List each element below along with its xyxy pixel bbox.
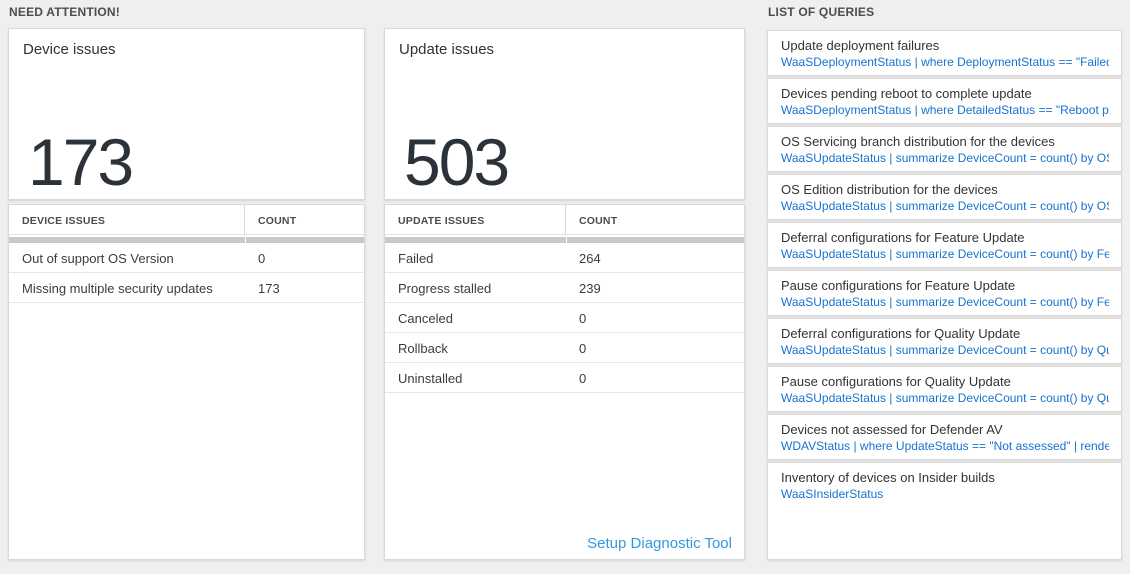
table-row[interactable]: Progress stalled 239	[385, 273, 744, 303]
device-issues-table-body: Out of support OS Version 0 Missing mult…	[9, 243, 364, 303]
table-row[interactable]: Rollback 0	[385, 333, 744, 363]
query-text: WaaSUpdateStatus | summarize DeviceCount…	[781, 151, 1109, 165]
query-item[interactable]: OS Edition distribution for the devices …	[767, 174, 1122, 220]
query-title: OS Edition distribution for the devices	[781, 182, 998, 197]
row-count: 0	[258, 251, 266, 266]
column-divider-notch	[566, 237, 567, 243]
section-title-need-attention: NEED ATTENTION!	[9, 5, 120, 19]
query-text: WaaSUpdateStatus | summarize DeviceCount…	[781, 391, 1109, 405]
table-row[interactable]: Uninstalled 0	[385, 363, 744, 393]
row-count: 239	[579, 281, 601, 296]
query-item[interactable]: Update deployment failures WaaSDeploymen…	[767, 30, 1122, 76]
query-item[interactable]: Devices not assessed for Defender AV WDA…	[767, 414, 1122, 460]
query-title: Devices not assessed for Defender AV	[781, 422, 1003, 437]
device-issues-table: DEVICE ISSUES COUNT Out of support OS Ve…	[8, 204, 365, 560]
query-item[interactable]: Inventory of devices on Insider builds W…	[767, 462, 1122, 560]
column-header-device-issues: DEVICE ISSUES	[9, 205, 245, 234]
query-title: Inventory of devices on Insider builds	[781, 470, 995, 485]
row-count: 264	[579, 251, 601, 266]
table-divider-bar	[9, 237, 364, 243]
query-title: Pause configurations for Quality Update	[781, 374, 1011, 389]
query-text: WaaSDeploymentStatus | where DetailedSta…	[781, 103, 1109, 117]
row-label: Failed	[398, 251, 434, 266]
query-title: Pause configurations for Feature Update	[781, 278, 1016, 293]
device-issues-tile[interactable]: Device issues 173	[8, 28, 365, 200]
query-title: Devices pending reboot to complete updat…	[781, 86, 1032, 101]
query-item[interactable]: OS Servicing branch distribution for the…	[767, 126, 1122, 172]
column-header-update-issues: UPDATE ISSUES	[385, 205, 566, 234]
update-issues-tile[interactable]: Update issues 503	[384, 28, 745, 200]
query-title: Deferral configurations for Feature Upda…	[781, 230, 1025, 245]
list-of-queries-column: LIST OF QUERIES Update deployment failur…	[767, 0, 1122, 574]
query-text: WaaSUpdateStatus | summarize DeviceCount…	[781, 295, 1109, 309]
row-label: Rollback	[398, 341, 448, 356]
update-issues-tile-title: Update issues	[399, 41, 495, 58]
row-count: 173	[258, 281, 280, 296]
query-item[interactable]: Pause configurations for Quality Update …	[767, 366, 1122, 412]
table-row[interactable]: Failed 264	[385, 243, 744, 273]
column-divider-notch	[245, 237, 246, 243]
query-item[interactable]: Deferral configurations for Quality Upda…	[767, 318, 1122, 364]
table-divider-bar	[385, 237, 744, 243]
query-item[interactable]: Devices pending reboot to complete updat…	[767, 78, 1122, 124]
row-label: Canceled	[398, 311, 453, 326]
query-item[interactable]: Pause configurations for Feature Update …	[767, 270, 1122, 316]
query-list: Update deployment failures WaaSDeploymen…	[767, 30, 1122, 560]
table-row[interactable]: Canceled 0	[385, 303, 744, 333]
update-issues-table-header: UPDATE ISSUES COUNT	[385, 205, 744, 235]
update-issues-column: Update issues 503 UPDATE ISSUES COUNT Fa…	[384, 0, 745, 574]
row-count: 0	[579, 311, 587, 326]
query-text: WaaSInsiderStatus	[781, 487, 884, 501]
update-issues-total: 503	[404, 125, 510, 199]
device-issues-table-header: DEVICE ISSUES COUNT	[9, 205, 364, 235]
device-issues-total: 173	[28, 125, 134, 199]
update-issues-table: UPDATE ISSUES COUNT Failed 264 Progress …	[384, 204, 745, 560]
update-issues-table-body: Failed 264 Progress stalled 239 Canceled…	[385, 243, 744, 393]
column-header-count: COUNT	[258, 215, 297, 227]
query-text: WaaSDeploymentStatus | where DeploymentS…	[781, 55, 1109, 69]
row-count: 0	[579, 341, 587, 356]
need-attention-column: NEED ATTENTION! Device issues 173 DEVICE…	[8, 0, 365, 574]
column-header-count: COUNT	[579, 215, 618, 227]
row-label: Missing multiple security updates	[22, 281, 213, 296]
query-item[interactable]: Deferral configurations for Feature Upda…	[767, 222, 1122, 268]
row-label: Progress stalled	[398, 281, 492, 296]
query-text: WaaSUpdateStatus | summarize DeviceCount…	[781, 247, 1109, 261]
section-title-list-of-queries: LIST OF QUERIES	[768, 5, 875, 19]
table-row[interactable]: Out of support OS Version 0	[9, 243, 364, 273]
query-text: WaaSUpdateStatus | summarize DeviceCount…	[781, 199, 1109, 213]
row-label: Out of support OS Version	[22, 251, 174, 266]
device-issues-tile-title: Device issues	[23, 41, 116, 58]
query-title: Deferral configurations for Quality Upda…	[781, 326, 1021, 341]
setup-diagnostic-tool-link[interactable]: Setup Diagnostic Tool	[587, 535, 732, 552]
row-label: Uninstalled	[398, 371, 463, 386]
query-title: Update deployment failures	[781, 38, 940, 53]
query-text: WDAVStatus | where UpdateStatus == "Not …	[781, 439, 1109, 453]
query-title: OS Servicing branch distribution for the…	[781, 134, 1055, 149]
query-text: WaaSUpdateStatus | summarize DeviceCount…	[781, 343, 1109, 357]
row-count: 0	[579, 371, 587, 386]
table-row[interactable]: Missing multiple security updates 173	[9, 273, 364, 303]
